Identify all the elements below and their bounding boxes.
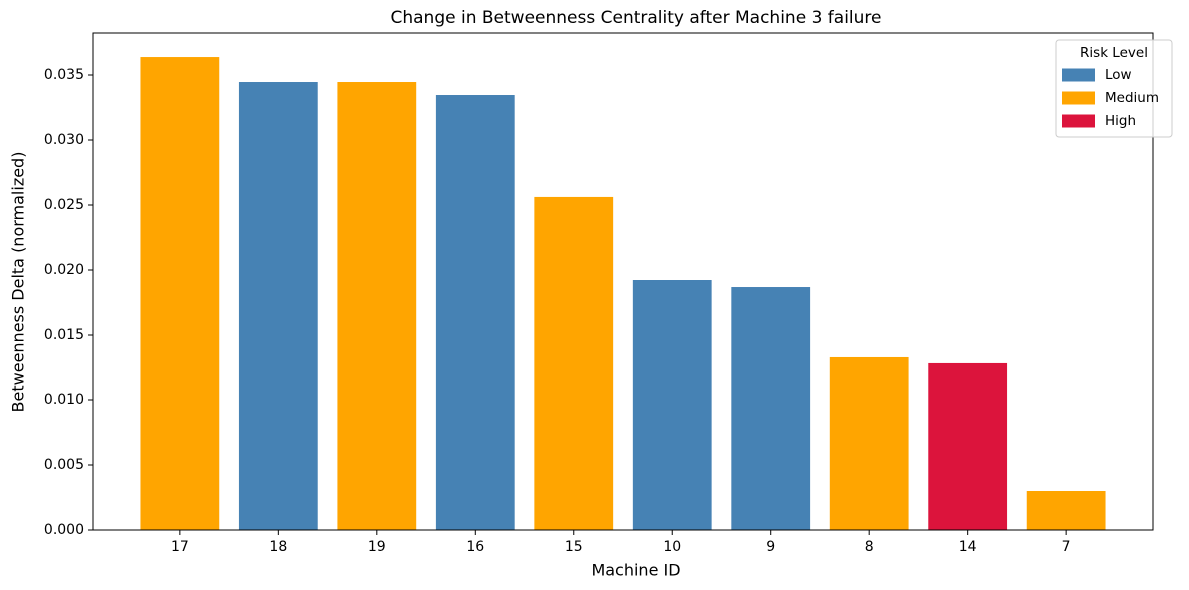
x-axis-label: Machine ID	[591, 561, 680, 580]
bar	[534, 196, 614, 531]
bar	[731, 287, 811, 530]
bar	[928, 362, 1008, 530]
x-tick-label: 15	[565, 539, 583, 555]
y-axis-label: Betweenness Delta (normalized)	[9, 152, 28, 413]
x-tick-label: 8	[865, 539, 874, 555]
bar	[829, 356, 909, 530]
x-tick-label: 9	[766, 539, 775, 555]
legend-swatch	[1062, 91, 1095, 105]
legend-label: Medium	[1105, 90, 1159, 106]
y-tick-label: 0.030	[44, 132, 84, 148]
y-tick-label: 0.035	[44, 67, 84, 83]
x-tick-label: 10	[663, 539, 681, 555]
y-tick-label: 0.015	[44, 327, 84, 343]
x-tick-label: 14	[959, 539, 977, 555]
y-tick-label: 0.025	[44, 197, 84, 213]
chart-title: Change in Betweenness Centrality after M…	[391, 8, 882, 28]
legend-label: High	[1105, 113, 1136, 129]
legend-swatch	[1062, 68, 1095, 82]
bar	[238, 82, 318, 530]
legend-label: Low	[1105, 67, 1132, 83]
x-tick-label: 17	[171, 539, 189, 555]
bar	[435, 95, 515, 531]
y-tick-label: 0.000	[44, 522, 84, 538]
y-tick-label: 0.020	[44, 262, 84, 278]
legend-title: Risk Level	[1080, 45, 1148, 61]
plot-frame	[92, 32, 1154, 531]
legend-swatch	[1062, 114, 1095, 128]
bar	[140, 57, 220, 531]
y-tick-label: 0.005	[44, 457, 84, 473]
x-tick-label: 16	[466, 539, 484, 555]
y-tick-label: 0.010	[44, 392, 84, 408]
x-tick-label: 18	[269, 539, 287, 555]
bar	[1026, 490, 1106, 530]
bar	[337, 82, 417, 530]
legend-box	[1055, 39, 1173, 138]
x-tick-label: 7	[1062, 539, 1071, 555]
bar	[632, 280, 712, 530]
x-tick-label: 19	[368, 539, 386, 555]
